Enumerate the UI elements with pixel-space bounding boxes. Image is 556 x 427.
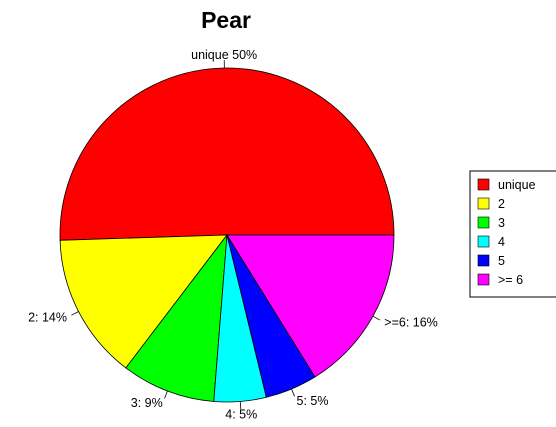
- pie-slices: [59, 67, 395, 403]
- slice-labels: unique 50% 2: 14% 3: 9% 4: 5% 5: 5% >=6: 16%: [28, 48, 438, 421]
- legend-swatch: [477, 197, 490, 210]
- slice-label-tick: [71, 311, 79, 316]
- legend: unique 2 3 4 5 >= 6: [469, 170, 556, 298]
- pie-slice-unique: [59, 67, 395, 241]
- legend-label: 2: [498, 197, 505, 211]
- legend-label: >= 6: [498, 273, 523, 287]
- legend-swatch: [477, 178, 490, 191]
- legend-label: 4: [498, 235, 505, 249]
- slice-label: 4: 5%: [225, 407, 257, 421]
- pie-slice-2: [59, 234, 228, 369]
- slice-label: unique 50%: [191, 48, 257, 62]
- legend-swatch: [477, 273, 490, 286]
- slice-label: >=6: 16%: [384, 316, 438, 330]
- slice-label-tick: [291, 388, 295, 397]
- slice-label: 3: 9%: [131, 396, 163, 410]
- slice-label-tick: [239, 401, 242, 410]
- slice-label: 5: 5%: [297, 394, 329, 408]
- legend-label: 3: [498, 216, 505, 230]
- legend-swatch: [477, 235, 490, 248]
- legend-label: unique: [498, 178, 536, 192]
- legend-label: 5: [498, 254, 505, 268]
- slice-label: 2: 14%: [28, 310, 67, 324]
- legend-swatch: [477, 216, 490, 229]
- slice-label-tick: [372, 315, 381, 321]
- legend-swatch: [477, 254, 490, 267]
- chart-title: Pear: [201, 7, 251, 33]
- slice-label-tick: [164, 390, 168, 399]
- pie-slice-3: [125, 233, 228, 402]
